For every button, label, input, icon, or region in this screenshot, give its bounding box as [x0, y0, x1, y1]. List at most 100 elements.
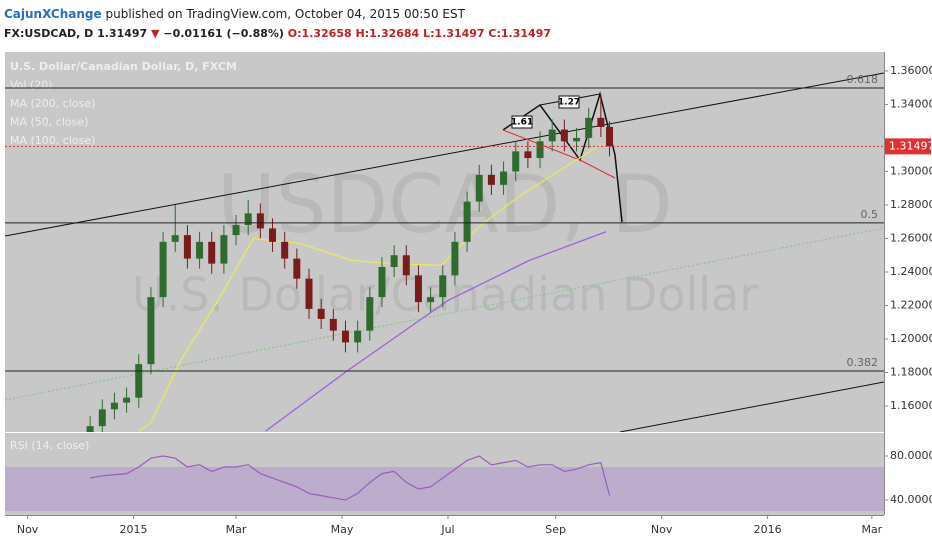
- x-tick-label: Mar: [861, 523, 882, 536]
- candle-body: [402, 255, 410, 276]
- publish-line: CajunXChange published on TradingView.co…: [4, 4, 551, 24]
- candle-body: [390, 255, 398, 267]
- candle-body: [560, 129, 568, 142]
- last-price-box: [885, 138, 931, 155]
- y-tick-label: 1.30000: [890, 164, 932, 177]
- candle-body: [110, 402, 118, 410]
- close: C:1.31497: [488, 27, 551, 40]
- rsi-line: [90, 455, 611, 501]
- x-tick-label: 2015: [120, 523, 148, 536]
- candle-body: [451, 241, 459, 276]
- watermark-symbol: USDCAD, D: [217, 158, 673, 251]
- candle-body: [378, 266, 386, 298]
- candle-body: [512, 151, 520, 172]
- moving-average: [265, 231, 607, 432]
- candle-body: [293, 258, 301, 279]
- y-tick-label: 1.22000: [890, 299, 932, 312]
- candle-body: [98, 409, 106, 427]
- y-tick-label: 1.24000: [890, 265, 932, 278]
- candle-body: [123, 397, 131, 403]
- candle-body: [159, 241, 167, 298]
- candle-body: [439, 275, 447, 298]
- x-tick-label: Mar: [226, 523, 247, 536]
- published: published on TradingView.com, October 04…: [105, 7, 465, 21]
- candle-body: [269, 228, 277, 242]
- rsi-plot: [5, 455, 884, 512]
- label-box: [558, 95, 580, 109]
- level-label: 0.382: [847, 356, 879, 369]
- candle-body: [463, 201, 471, 242]
- y-tick-label: 1.18000: [890, 366, 932, 379]
- y-tick-label: 1.16000: [890, 399, 932, 412]
- y-tick-label: 1.28000: [890, 198, 932, 211]
- candle-body: [329, 318, 337, 331]
- level-label: 0.5: [861, 208, 879, 221]
- candle-body: [354, 330, 362, 343]
- legend-entry: MA (100, close): [10, 134, 95, 147]
- quote-line: FX:USDCAD, D 1.31497 ▼ −0.01161 (−0.88%)…: [4, 24, 551, 44]
- candle-body: [244, 213, 252, 226]
- plot: [86, 94, 614, 432]
- candle-body: [183, 235, 191, 259]
- y-tick-label: 1.36000: [890, 64, 932, 77]
- candle-body: [317, 308, 325, 319]
- candle-body: [500, 171, 508, 185]
- candle-body: [232, 225, 240, 236]
- harmonic-base: [502, 129, 616, 179]
- candle-body: [548, 129, 556, 142]
- x-tick-label: Jul: [440, 523, 454, 536]
- open: O:1.32658: [287, 27, 352, 40]
- rsi-title: RSI (14, close): [10, 439, 89, 452]
- x-tick-label: Nov: [651, 523, 673, 536]
- last: 1.31497: [97, 27, 148, 40]
- last-price-label: 1.31497: [889, 139, 932, 152]
- candle-body: [427, 297, 435, 303]
- moving-average: [138, 144, 602, 432]
- pattern-label: 1.27: [558, 98, 580, 108]
- symbol: FX:USDCAD, D: [4, 27, 94, 40]
- legend-entry: U.S. Dollar/Canadian Dollar, D, FXCM: [10, 60, 237, 73]
- candle-body: [487, 174, 495, 185]
- candle-body: [475, 174, 483, 202]
- x-tick-label: Sep: [545, 523, 566, 536]
- author[interactable]: CajunXChange: [4, 7, 102, 21]
- candle-body: [366, 297, 374, 331]
- legend-entry: Vol (20): [10, 79, 53, 92]
- legend-entry: MA (50, close): [10, 116, 88, 129]
- projection: [614, 154, 623, 223]
- candle-body: [606, 126, 614, 147]
- legend-entry: MA (200, close): [10, 97, 95, 110]
- candle-body: [414, 275, 422, 303]
- candle-body: [585, 117, 593, 138]
- arrow: ▼: [151, 27, 160, 40]
- rsi-band: [5, 467, 884, 512]
- candle-body: [208, 241, 216, 264]
- candle-body: [147, 297, 155, 365]
- rsi-tick-label: 40.0000: [890, 493, 932, 506]
- header: CajunXChange published on TradingView.co…: [4, 4, 551, 44]
- pattern-label: 1.61: [511, 118, 533, 128]
- candle-body: [256, 213, 264, 229]
- candle-body: [573, 137, 581, 142]
- candle-body: [597, 117, 605, 127]
- candle-body: [171, 235, 179, 242]
- candle-body: [86, 426, 94, 432]
- x-tick-label: 2016: [754, 523, 782, 536]
- candle-body: [524, 151, 532, 159]
- candle-body: [196, 241, 204, 259]
- y-tick-label: 1.20000: [890, 332, 932, 345]
- y-tick-label: 1.34000: [890, 97, 932, 110]
- y-tick-label: 1.26000: [890, 231, 932, 244]
- candle-body: [305, 278, 313, 309]
- channel-bottom: [619, 381, 884, 432]
- rsi-tick-label: 80.0000: [890, 449, 932, 462]
- high: H:1.32684: [355, 27, 420, 40]
- candle-body: [536, 141, 544, 159]
- candle-body: [135, 364, 143, 398]
- change: −0.01161 (−0.88%): [163, 27, 284, 40]
- candle-body: [341, 330, 349, 343]
- channel-top: [5, 72, 884, 237]
- x-tick-label: Nov: [17, 523, 39, 536]
